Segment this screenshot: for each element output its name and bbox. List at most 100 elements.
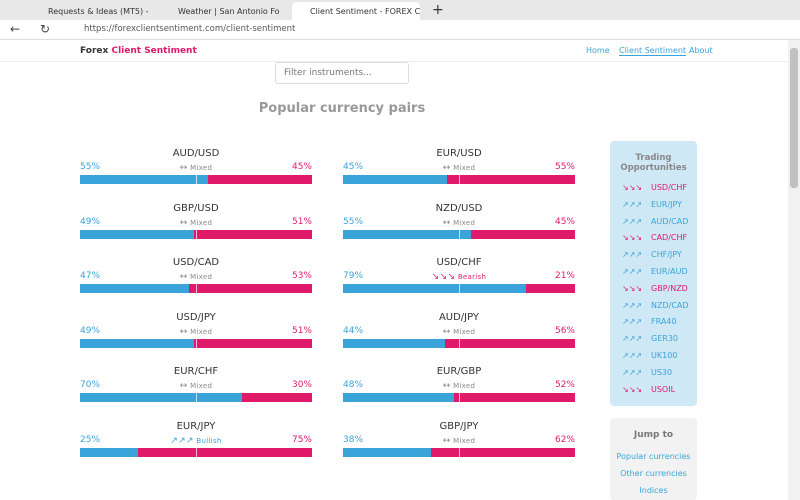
trading-icon[interactable]: ↗↗↗ xyxy=(622,351,643,360)
pair-name: EUR/USD xyxy=(436,148,482,159)
tab-active[interactable]: Client Sentiment - FOREX Client xyxy=(292,2,420,20)
back-button[interactable]: ← xyxy=(10,22,21,36)
jump-link[interactable]: Other currencies xyxy=(620,469,687,478)
trading-item[interactable]: AUD/CAD xyxy=(651,216,689,226)
trading-title: Trading Opportunities xyxy=(620,153,687,173)
long-bar xyxy=(80,229,194,239)
sentiment: ↔ Mixed xyxy=(343,381,575,391)
long-bar xyxy=(80,175,208,184)
nav-link-active[interactable]: Client Sentiment xyxy=(619,46,687,56)
short-label: 62% xyxy=(554,434,575,445)
trading-icon[interactable]: ↘↘↘ xyxy=(622,384,643,394)
pair-name: EUR/CHF xyxy=(173,366,219,377)
trading-item[interactable]: CHF/JPY xyxy=(651,250,682,260)
trading-icon[interactable]: ↘↘↘ xyxy=(622,183,643,192)
sentiment-label: Mixed xyxy=(453,164,476,172)
trading-icon[interactable]: ↗↗↗ xyxy=(622,300,643,310)
long-label: 47% xyxy=(80,271,101,281)
jump-link[interactable]: Indices xyxy=(639,486,668,495)
center-line xyxy=(196,393,197,402)
center-line xyxy=(459,338,460,348)
long-bar xyxy=(343,284,527,293)
short-label: 53% xyxy=(291,271,312,281)
pair-name: NZD/USD xyxy=(435,202,483,214)
trading-item[interactable]: FRA40 xyxy=(651,317,677,327)
short-label: 52% xyxy=(554,380,575,390)
refresh-button[interactable]: ↻ xyxy=(40,22,51,36)
short-label: 45% xyxy=(554,216,575,227)
address-bar[interactable]: https://forexclientsentiment.com/client-… xyxy=(84,24,296,34)
center-line xyxy=(459,175,460,184)
sentiment-icon: ↔ xyxy=(442,435,451,446)
sentiment-icon: ↔ xyxy=(179,163,188,173)
toolbar xyxy=(0,20,800,40)
long-label: 70% xyxy=(80,380,101,390)
filter-input[interactable]: Filter instruments... xyxy=(275,62,409,84)
trading-panel xyxy=(610,141,697,406)
brand[interactable]: Forex Client Sentiment xyxy=(80,46,197,56)
jump-link[interactable]: Popular currencies xyxy=(616,452,691,461)
sentiment: ↔ Mixed xyxy=(343,163,575,173)
short-label: 75% xyxy=(291,434,312,445)
long-bar xyxy=(80,393,243,402)
sentiment: ↔ Mixed xyxy=(80,163,312,173)
pair-name: AUD/USD xyxy=(172,148,220,159)
center-line xyxy=(459,284,460,293)
trading-icon[interactable]: ↗↗↗ xyxy=(622,334,643,344)
sentiment-icon: ↗↗↗ xyxy=(170,435,194,446)
trading-icon[interactable]: ↘↘↘ xyxy=(622,233,643,243)
center-line xyxy=(196,284,197,293)
scrollbar[interactable] xyxy=(788,40,800,500)
center-line xyxy=(196,229,197,239)
site-header xyxy=(0,40,788,62)
center-line xyxy=(196,175,197,184)
trading-icon[interactable]: ↗↗↗ xyxy=(622,267,643,276)
sentiment: ↗↗↗ Bullish xyxy=(80,436,312,446)
sentiment-label: Mixed xyxy=(453,218,476,227)
trading-item[interactable]: US30 xyxy=(651,367,673,377)
sentiment: ↘↘↘ Bearish xyxy=(343,272,575,282)
short-label: 51% xyxy=(291,216,312,227)
sentiment-label: Mixed xyxy=(190,327,213,336)
brand-accent: Client Sentiment xyxy=(111,46,197,56)
trading-item[interactable]: NZD/CAD xyxy=(651,300,689,310)
pair-name: GBP/USD xyxy=(173,202,219,214)
sentiment-icon: ↔ xyxy=(179,217,188,228)
trading-item[interactable]: USD/CHF xyxy=(651,183,687,192)
pair-name: GBP/JPY xyxy=(439,420,479,432)
trading-icon[interactable]: ↗↗↗ xyxy=(622,317,643,327)
trading-item[interactable]: USOIL xyxy=(651,384,676,394)
short-bar xyxy=(454,393,575,402)
long-bar xyxy=(80,447,138,457)
nav-link[interactable]: Home xyxy=(586,46,610,55)
long-label: 79% xyxy=(343,271,364,281)
trading-icon[interactable]: ↗↗↗ xyxy=(622,216,643,226)
sentiment-icon: ↔ xyxy=(179,326,188,337)
sentiment: ↔ Mixed xyxy=(80,218,312,228)
short-bar xyxy=(138,447,312,457)
short-label: 21% xyxy=(554,271,575,281)
trading-icon[interactable]: ↗↗↗ xyxy=(622,199,643,209)
trading-item[interactable]: GER30 xyxy=(651,334,678,344)
long-bar xyxy=(343,338,446,348)
trading-item[interactable]: CAD/CHF xyxy=(651,233,688,243)
trading-icon[interactable]: ↗↗↗ xyxy=(622,367,643,377)
trading-icon[interactable]: ↘↘↘ xyxy=(622,283,643,293)
sentiment-label: Mixed xyxy=(453,436,476,445)
trading-item[interactable]: GBP/NZD xyxy=(651,283,688,293)
sentiment-icon: ↔ xyxy=(179,272,188,282)
long-label: 38% xyxy=(343,434,364,445)
trading-item[interactable]: EUR/AUD xyxy=(651,267,688,276)
nav-link[interactable]: About xyxy=(689,46,713,55)
scroll-thumb[interactable] xyxy=(790,48,798,188)
trading-item[interactable]: UK100 xyxy=(651,351,678,360)
tab[interactable]: Requests & Ideas (MT5) - Page 5 xyxy=(30,2,150,20)
sentiment-icon: ↔ xyxy=(442,326,451,337)
pair-name: USD/JPY xyxy=(176,311,216,323)
trading-icon[interactable]: ↗↗↗ xyxy=(622,250,643,260)
brand-text: Forex xyxy=(80,46,109,56)
trading-item[interactable]: EUR/JPY xyxy=(651,199,683,209)
tab[interactable]: Weather | San Antonio Forecast xyxy=(178,7,280,16)
new-tab-button[interactable]: + xyxy=(432,2,444,18)
